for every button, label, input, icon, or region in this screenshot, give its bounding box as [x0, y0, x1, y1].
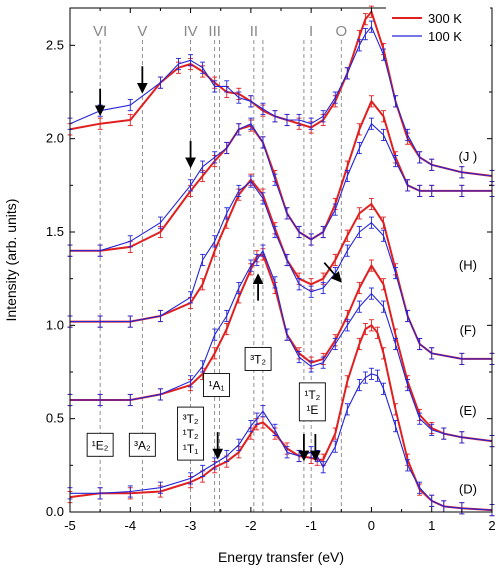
y-tick-label-1: 0.5 [46, 411, 64, 426]
series-7 [67, 117, 495, 257]
y-tick-label-2: 1.0 [46, 317, 64, 332]
series-line-3 [70, 250, 493, 442]
vline-label-1: V [137, 23, 147, 40]
term-box-3: ¹A₁ [203, 373, 230, 398]
term-box-frame-2 [177, 406, 205, 461]
legend-label-1: 100 K [428, 29, 462, 44]
term-box-frame-0 [86, 432, 114, 457]
term-box-0: ¹E₂ [86, 432, 114, 457]
series-line-0 [69, 324, 493, 512]
vline-label-6: O [335, 23, 347, 40]
series-1 [67, 367, 495, 517]
arrow-7 [323, 262, 342, 283]
y-tick-label-0: 0.0 [46, 504, 64, 519]
term-label-0-0: ¹E₂ [92, 438, 109, 452]
legend-label-0: 300 K [428, 11, 462, 26]
series-4 [67, 173, 495, 365]
x-tick-label-3: -2 [245, 518, 257, 533]
series-5 [67, 175, 495, 365]
term-box-frame-4 [244, 346, 272, 371]
legend-box [386, 6, 490, 50]
series-3 [67, 244, 495, 448]
series-0 [67, 319, 495, 517]
term-box-frame-1 [128, 432, 156, 457]
y-tick-label-4: 2.0 [46, 131, 64, 146]
x-tick-label-6: 1 [428, 518, 435, 533]
series-line-4 [70, 178, 492, 360]
vline-label-2: IV [183, 23, 197, 40]
vline-label-0: VI [93, 23, 107, 40]
term-box-frame-3 [203, 373, 230, 398]
x-tick-label-1: -4 [125, 518, 137, 533]
term-label-4-0: ³T₂ [250, 352, 266, 366]
series-line-2 [70, 253, 493, 443]
y-tick-label-3: 1.5 [46, 224, 64, 239]
y-tick-label-5: 2.5 [46, 37, 64, 52]
term-box-frame-5 [298, 382, 326, 422]
series-line-5 [70, 181, 492, 360]
x-axis-label: Energy transfer (eV) [218, 549, 344, 565]
term-label-3-0: ¹A₁ [208, 379, 224, 393]
x-tick-label-0: -5 [64, 518, 76, 533]
vline-label-3: III [208, 23, 221, 40]
group-label-3: (E) [459, 403, 476, 418]
term-box-4: ³T₂ [244, 346, 272, 371]
term-box-1: ³A₂ [128, 432, 156, 457]
annotations: (J )(H)(F)(E)(D)¹E₂ ³A₂³T₂¹T₂¹T₁¹A₁³T₂¹T₂… [86, 66, 477, 496]
term-label-5-0: ¹T₂ [304, 388, 320, 402]
y-axis-label: Intensity (arb. units) [3, 199, 19, 322]
vline-label-5: I [309, 23, 313, 40]
term-label-2-1: ¹T₂ [183, 427, 199, 441]
axes: -5 -4 -3 -2 -1 0 1 2 0.0 0.5 1.0 1.5 2.0 2.5 Energy tr… [3, 7, 496, 565]
group-label-4: (D) [459, 481, 477, 496]
x-tick-label-4: -1 [305, 518, 317, 533]
group-label-2: (F) [460, 323, 477, 338]
term-label-5-1: ¹E [306, 403, 318, 417]
series-line-7 [70, 123, 492, 252]
x-tick-label-2: -3 [185, 518, 197, 533]
legend: 300 K 100 K [386, 6, 490, 50]
vline-label-4: II [250, 23, 258, 40]
x-tick-label-7: 2 [488, 518, 495, 533]
term-label-1-0: ³A₂ [134, 438, 151, 452]
term-label-2-2: ¹T₁ [183, 442, 198, 456]
series-line-6 [70, 100, 492, 252]
reference-lines: VI V IV III II I O [93, 23, 347, 512]
group-label-1: (H) [459, 257, 477, 272]
x-tick-label-5: 0 [368, 518, 375, 533]
group-label-0: (J ) [458, 149, 477, 164]
term-label-2-0: ³T₂ [183, 412, 199, 426]
